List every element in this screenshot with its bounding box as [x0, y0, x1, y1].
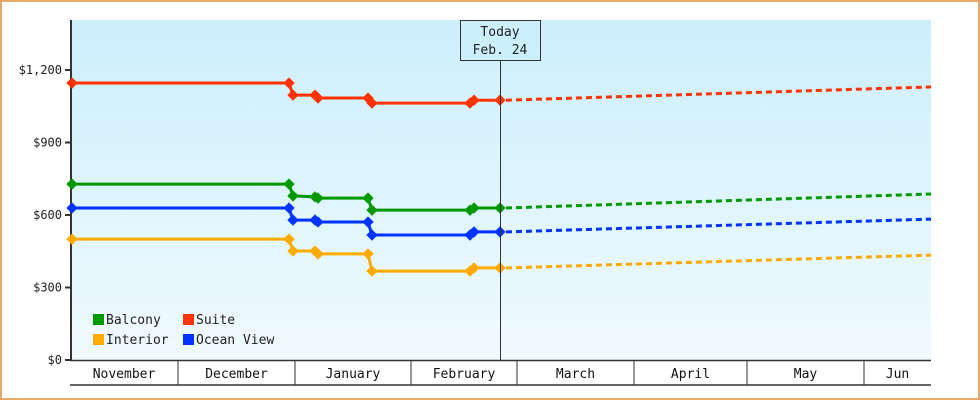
- legend: Balcony Suite Interior Ocean View: [93, 313, 274, 348]
- data-point[interactable]: [283, 202, 295, 214]
- month-label: December: [205, 367, 268, 382]
- month-label: May: [794, 367, 818, 382]
- today-marker: Today Feb. 24: [460, 20, 541, 360]
- y-axis: $0 $300 $600 $900 $1,200: [19, 20, 72, 367]
- data-point[interactable]: [468, 202, 480, 214]
- plot-area: [72, 20, 931, 360]
- y-tick-label: $300: [33, 281, 62, 295]
- projection-line: [505, 253, 932, 270]
- legend-swatch: [93, 314, 104, 325]
- legend-item-label: Ocean View: [196, 333, 274, 348]
- projection-line: [505, 85, 932, 102]
- data-point[interactable]: [362, 192, 374, 204]
- legend-item-label: Balcony: [106, 313, 161, 328]
- legend-item-label: Interior: [106, 333, 169, 348]
- month-label: November: [93, 367, 156, 382]
- series-lines: [66, 77, 932, 277]
- today-label: Today: [480, 25, 519, 40]
- data-point[interactable]: [366, 229, 378, 241]
- x-axis: November December January February March Apri…: [70, 359, 931, 386]
- projection-line: [505, 217, 932, 234]
- data-point[interactable]: [287, 245, 299, 257]
- projection-line: [505, 192, 932, 210]
- data-point[interactable]: [312, 248, 324, 260]
- data-point[interactable]: [468, 226, 480, 238]
- data-point[interactable]: [468, 262, 480, 274]
- legend-swatch: [183, 334, 194, 345]
- data-point[interactable]: [362, 216, 374, 228]
- month-label: February: [433, 367, 496, 382]
- data-point[interactable]: [366, 265, 378, 277]
- data-point[interactable]: [362, 248, 374, 260]
- month-label: Jun: [886, 367, 909, 382]
- data-point[interactable]: [287, 214, 299, 226]
- data-point[interactable]: [283, 178, 295, 190]
- month-label: January: [326, 367, 381, 382]
- legend-item-label: Suite: [196, 313, 235, 328]
- y-tick-label: $900: [33, 136, 62, 150]
- data-point[interactable]: [312, 216, 324, 228]
- today-date: Feb. 24: [473, 43, 528, 58]
- y-tick-label: $0: [48, 353, 62, 367]
- month-label: March: [556, 367, 595, 382]
- data-point[interactable]: [366, 204, 378, 216]
- data-point[interactable]: [312, 192, 324, 204]
- month-label: April: [671, 367, 710, 382]
- data-point[interactable]: [283, 233, 295, 245]
- data-point[interactable]: [287, 190, 299, 202]
- y-tick-label: $1,200: [19, 63, 62, 77]
- legend-swatch: [93, 334, 104, 345]
- legend-swatch: [183, 314, 194, 325]
- y-tick-label: $600: [33, 208, 62, 222]
